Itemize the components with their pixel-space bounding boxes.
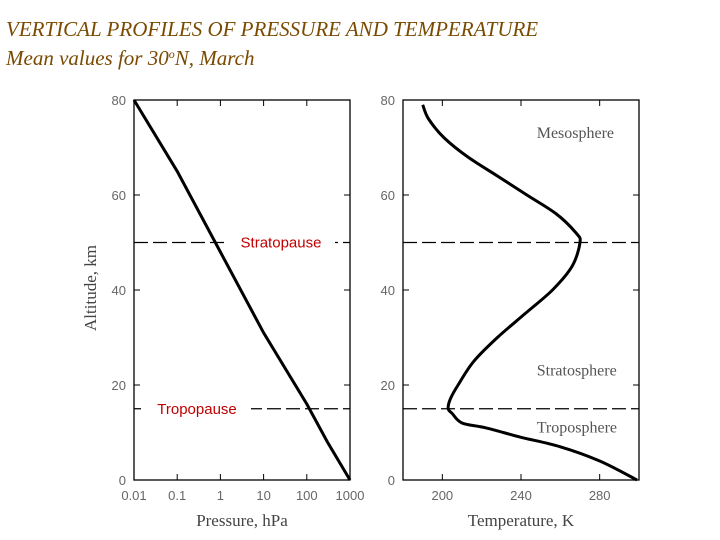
pressure-y-tick-label: 0: [119, 473, 126, 488]
pressure-y-tick-label: 40: [112, 283, 126, 298]
tropopause-label-bg: [141, 396, 251, 419]
pressure-x-axis-label: Pressure, hPa: [196, 511, 288, 530]
temperature-y-tick-label: 40: [381, 283, 395, 298]
pressure-profile-line: [132, 99, 352, 481]
pressure-y-tick-label: 20: [112, 378, 126, 393]
temperature-y-tick-label: 0: [388, 473, 395, 488]
altitude-y-axis-label: Altitude, km: [81, 245, 100, 331]
pressure-x-tick-label: 0.01: [121, 488, 146, 503]
subtitle-prefix: Mean values for 30: [6, 46, 169, 70]
subtitle-suffix: N, March: [174, 46, 255, 70]
chart-subtitle: Mean values for 30oN, March: [6, 46, 254, 71]
troposphere-label: Troposphere: [537, 420, 617, 437]
chart-title: VERTICAL PROFILES OF PRESSURE AND TEMPER…: [6, 17, 539, 41]
temperature-panel: 0 20 40 60 80 200 240 280 Mesosphere Stratosphe…: [381, 93, 640, 530]
stratopause-label: Stratopause: [241, 235, 322, 252]
pressure-x-tick-label: 1: [217, 488, 224, 503]
temperature-y-tick-label: 80: [381, 93, 395, 108]
pressure-reference-lines: [134, 230, 350, 419]
pressure-x-tick-label: 0.1: [168, 488, 186, 503]
temperature-x-tick-label: 200: [431, 488, 453, 503]
stratopause-label-bg: [225, 230, 335, 253]
pressure-x-tick-label: 10: [256, 488, 270, 503]
subtitle-degree-sup: o: [168, 47, 175, 61]
temperature-x-axis-label: Temperature, K: [468, 511, 575, 530]
tropopause-label: Tropopause: [157, 401, 237, 418]
temperature-reference-lines: [403, 241, 639, 410]
pressure-panel: 0 20 40 60 80 0.01 0.1 1 10 100 1000 Stratopause T…: [81, 93, 364, 530]
temperature-x-tick-label: 240: [510, 488, 532, 503]
temperature-ticks: 0 20 40 60 80 200 240 280: [381, 93, 639, 503]
stratosphere-label: Stratosphere: [537, 363, 617, 380]
pressure-y-tick-label: 60: [112, 188, 126, 203]
pressure-y-tick-label: 80: [112, 93, 126, 108]
temperature-y-tick-label: 20: [381, 378, 395, 393]
pressure-x-tick-label: 100: [296, 488, 318, 503]
temperature-profile-line: [421, 104, 638, 482]
temperature-x-tick-label: 280: [589, 488, 611, 503]
temperature-y-tick-label: 60: [381, 188, 395, 203]
pressure-x-tick-label: 1000: [336, 488, 365, 503]
mesosphere-label: Mesosphere: [537, 125, 614, 142]
